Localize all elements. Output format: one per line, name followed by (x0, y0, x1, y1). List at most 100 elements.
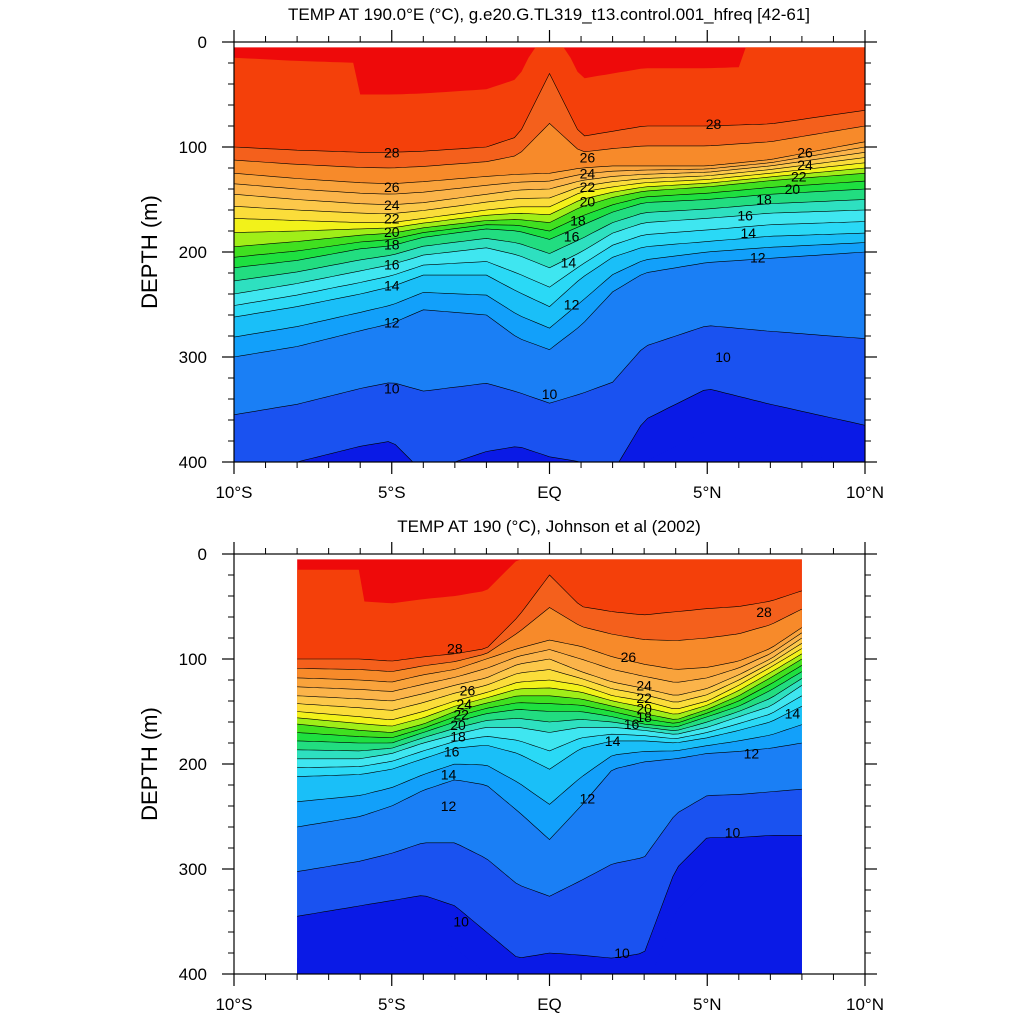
contour-label: 24 (797, 157, 813, 173)
contour-label: 16 (624, 716, 640, 732)
contour-line (297, 632, 802, 692)
contour-label: 16 (444, 743, 460, 759)
contour-label: 12 (384, 314, 400, 330)
contour-label: 16 (384, 257, 400, 273)
contour-line (297, 685, 802, 760)
contour-line (297, 695, 802, 768)
contour-label: 18 (450, 729, 466, 745)
contour-label: 26 (621, 649, 637, 665)
contour-label: 10 (715, 349, 731, 365)
y-tick-label: 300 (179, 348, 207, 367)
contour-label: 10 (384, 381, 400, 397)
contour-label: 20 (384, 224, 400, 240)
contour-line (297, 706, 802, 777)
contour-line (234, 167, 865, 233)
contour-label: 20 (450, 717, 466, 733)
contour-line (234, 221, 865, 306)
contour-label: 20 (636, 700, 652, 716)
panel-observed-title: TEMP AT 190 (°C), Johnson et al (2002) (397, 517, 701, 536)
contour-label: 26 (580, 150, 596, 166)
contour-line (234, 122, 865, 169)
contour-line (297, 665, 802, 738)
contour-line (297, 637, 802, 702)
contour-label: 12 (744, 746, 760, 762)
y-tick-label: 400 (179, 453, 207, 472)
contour-line (297, 648, 802, 721)
contour-line (234, 209, 865, 295)
contour-line (297, 678, 802, 752)
x-tick-label: EQ (537, 483, 562, 502)
contour-line (234, 199, 865, 282)
contour-line (297, 658, 802, 733)
contour-label: 28 (706, 116, 722, 132)
y-tick-label: 100 (179, 138, 207, 157)
x-tick-label: 5°N (693, 995, 722, 1014)
contour-label: 14 (785, 706, 801, 722)
contour-label: 26 (797, 144, 813, 160)
contour-label: 10 (725, 824, 741, 840)
contour-line (297, 643, 802, 711)
contour-label: 26 (384, 179, 400, 195)
x-tick-label: 5°S (378, 483, 406, 502)
contour-label: 12 (564, 297, 580, 313)
contour-label: 22 (791, 168, 807, 184)
y-tick-label: 100 (179, 650, 207, 669)
contour-label: 14 (561, 255, 577, 271)
y-tick-label: 200 (179, 755, 207, 774)
panel-observed: TEMP AT 190 (°C), Johnson et al (2002) D… (137, 517, 884, 1014)
contour-label: 28 (447, 641, 463, 657)
contour-label: 22 (384, 210, 400, 226)
y-tick-label: 0 (198, 545, 207, 564)
contour-line (234, 251, 865, 358)
contour-label: 22 (636, 690, 652, 706)
contour-line (234, 146, 865, 195)
contour-line (297, 627, 802, 683)
contour-line (234, 162, 865, 223)
contour-line (234, 232, 865, 318)
contour-line (234, 173, 865, 248)
contour-label: 10 (453, 914, 469, 930)
contour-label: 24 (580, 165, 596, 181)
y-tick-label: 300 (179, 860, 207, 879)
contour-label: 14 (441, 767, 457, 783)
y-tick-label: 200 (179, 243, 207, 262)
contour-line (297, 788, 802, 897)
contour-label: 26 (460, 683, 476, 699)
contour-label: 14 (384, 278, 400, 294)
contour-label: 10 (542, 386, 558, 402)
contour-label: 14 (740, 225, 756, 241)
contour-label: 24 (457, 696, 473, 712)
contour-label: 16 (564, 228, 580, 244)
panel-model-title: TEMP AT 190.0°E (°C), g.e20.G.TL319_t13.… (288, 5, 810, 24)
contour-line (234, 152, 865, 205)
y-tick-label: 0 (198, 33, 207, 52)
contour-label: 12 (750, 249, 766, 265)
contour-line (297, 835, 802, 959)
contour-label: 18 (384, 237, 400, 253)
contour-label: 22 (580, 179, 596, 195)
panel-observed-fills (297, 559, 802, 974)
contour-label: 28 (384, 144, 400, 160)
contour-label: 10 (614, 945, 630, 961)
contour-line (295, 389, 865, 462)
panel-model-fills (234, 47, 865, 462)
contour-line (234, 180, 865, 258)
contour-line (297, 574, 802, 662)
contour-label: 14 (605, 733, 621, 749)
panel-observed-ylabel: DEPTH (m) (137, 707, 162, 821)
contour-line (297, 742, 802, 841)
contour-label: 12 (441, 798, 457, 814)
contour-line (297, 671, 802, 744)
contour-line (234, 188, 865, 269)
contour-label: 28 (756, 604, 772, 620)
x-tick-label: 10°S (215, 995, 252, 1014)
panel-model: TEMP AT 190.0°E (°C), g.e20.G.TL319_t13.… (137, 5, 884, 502)
contour-label: 12 (580, 791, 596, 807)
contour-label: 16 (737, 207, 753, 223)
x-tick-label: 10°S (215, 483, 252, 502)
x-tick-label: 10°N (846, 483, 884, 502)
contour-line (234, 141, 865, 184)
contour-line (234, 157, 865, 214)
